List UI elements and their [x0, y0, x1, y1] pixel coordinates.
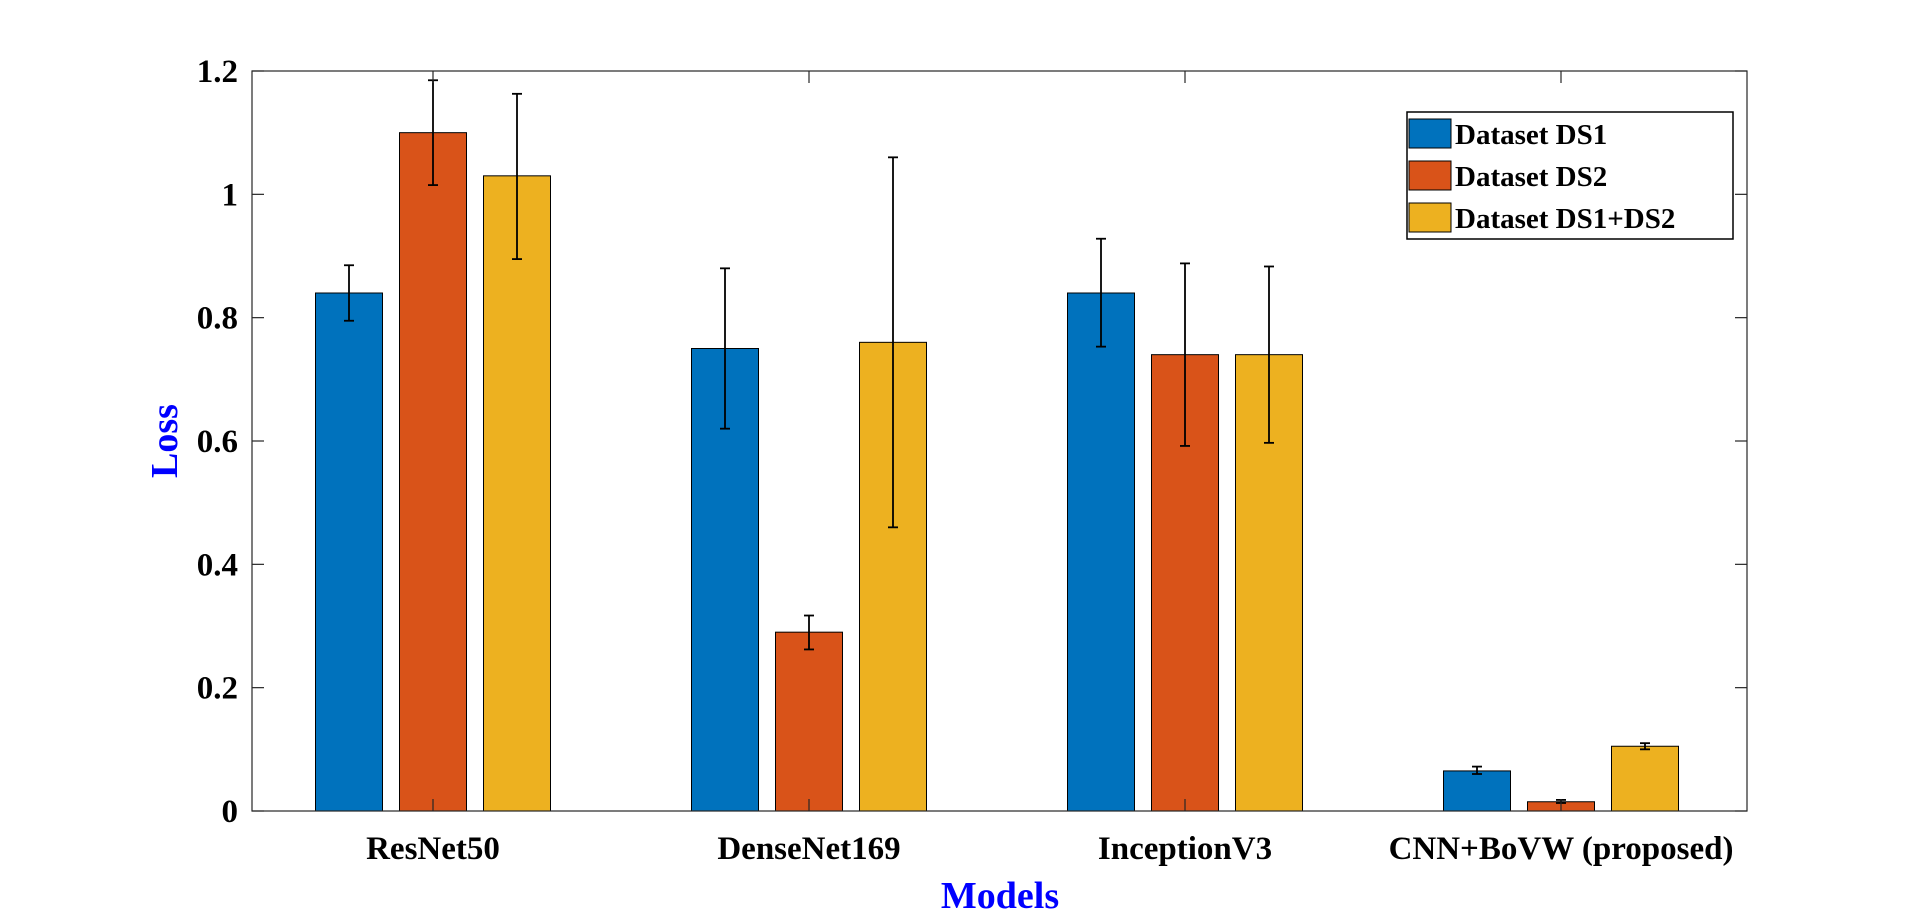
bar-dataset-ds1-ds2-cnn-bovw-proposed — [1611, 745, 1679, 812]
bar-dataset-ds1-cnn-bovw-proposed — [1443, 770, 1511, 812]
x-tick-label-resnet50: ResNet50 — [366, 831, 500, 867]
y-tick-label: 0.4 — [197, 547, 238, 583]
error-bar-dataset-ds1-inceptionv3 — [1096, 237, 1106, 348]
axes: 0 0.2 0.4 0.6 0.8 1 1.2 ResNet50 DenseNet169 Ince… — [197, 54, 1748, 867]
y-tick-label: 0.6 — [197, 424, 238, 460]
legend: Dataset DS1 Dataset DS2 Dataset DS1+DS2 — [1406, 111, 1734, 240]
bar-dataset-ds1-inceptionv3 — [1067, 292, 1135, 812]
x-tick-label-inceptionv3: InceptionV3 — [1098, 831, 1272, 867]
plot-area — [315, 79, 1679, 812]
y-tick-label: 1 — [222, 177, 239, 213]
legend-box — [1406, 111, 1734, 240]
bar-dataset-ds2-densenet169 — [775, 631, 843, 812]
error-bar-dataset-ds2-inceptionv3 — [1180, 262, 1190, 447]
legend-swatch-ds1-ds2 — [1408, 202, 1452, 233]
error-bar-dataset-ds1-ds2-inceptionv3 — [1264, 265, 1274, 444]
bar-dataset-ds1-resnet50 — [315, 292, 383, 812]
legend-label-ds1: Dataset DS1 — [1455, 119, 1607, 151]
error-bar-dataset-ds1-ds2-cnn-bovw-proposed — [1640, 742, 1650, 751]
y-axis-title: Loss — [144, 404, 186, 478]
y-tick-label: 0.8 — [197, 301, 238, 337]
legend-label-ds2: Dataset DS2 — [1455, 161, 1607, 193]
bar-dataset-ds2-resnet50 — [399, 132, 467, 812]
legend-label-ds1-ds2: Dataset DS1+DS2 — [1455, 203, 1675, 235]
bar-dataset-ds1-ds2-resnet50 — [483, 175, 551, 812]
x-tick-label-densenet169: DenseNet169 — [717, 831, 900, 867]
error-bar-dataset-ds1-densenet169 — [720, 267, 730, 430]
x-tick-label-cnn-bovw-proposed: CNN+BoVW (proposed) — [1389, 831, 1734, 867]
x-axis-title: Models — [941, 875, 1059, 916]
legend-swatch-ds1 — [1408, 118, 1452, 149]
error-bar-dataset-ds1-cnn-bovw-proposed — [1472, 765, 1482, 775]
y-tick-label: 0.2 — [197, 671, 238, 707]
legend-swatch-ds2 — [1408, 160, 1452, 191]
y-tick-label: 1.2 — [197, 54, 238, 90]
y-tick-label: 0 — [222, 794, 239, 830]
error-bar-dataset-ds1-resnet50 — [344, 264, 354, 322]
error-bar-dataset-ds1-ds2-resnet50 — [512, 92, 522, 260]
error-bar-dataset-ds2-densenet169 — [804, 614, 814, 651]
error-bar-dataset-ds1-ds2-densenet169 — [888, 156, 898, 529]
